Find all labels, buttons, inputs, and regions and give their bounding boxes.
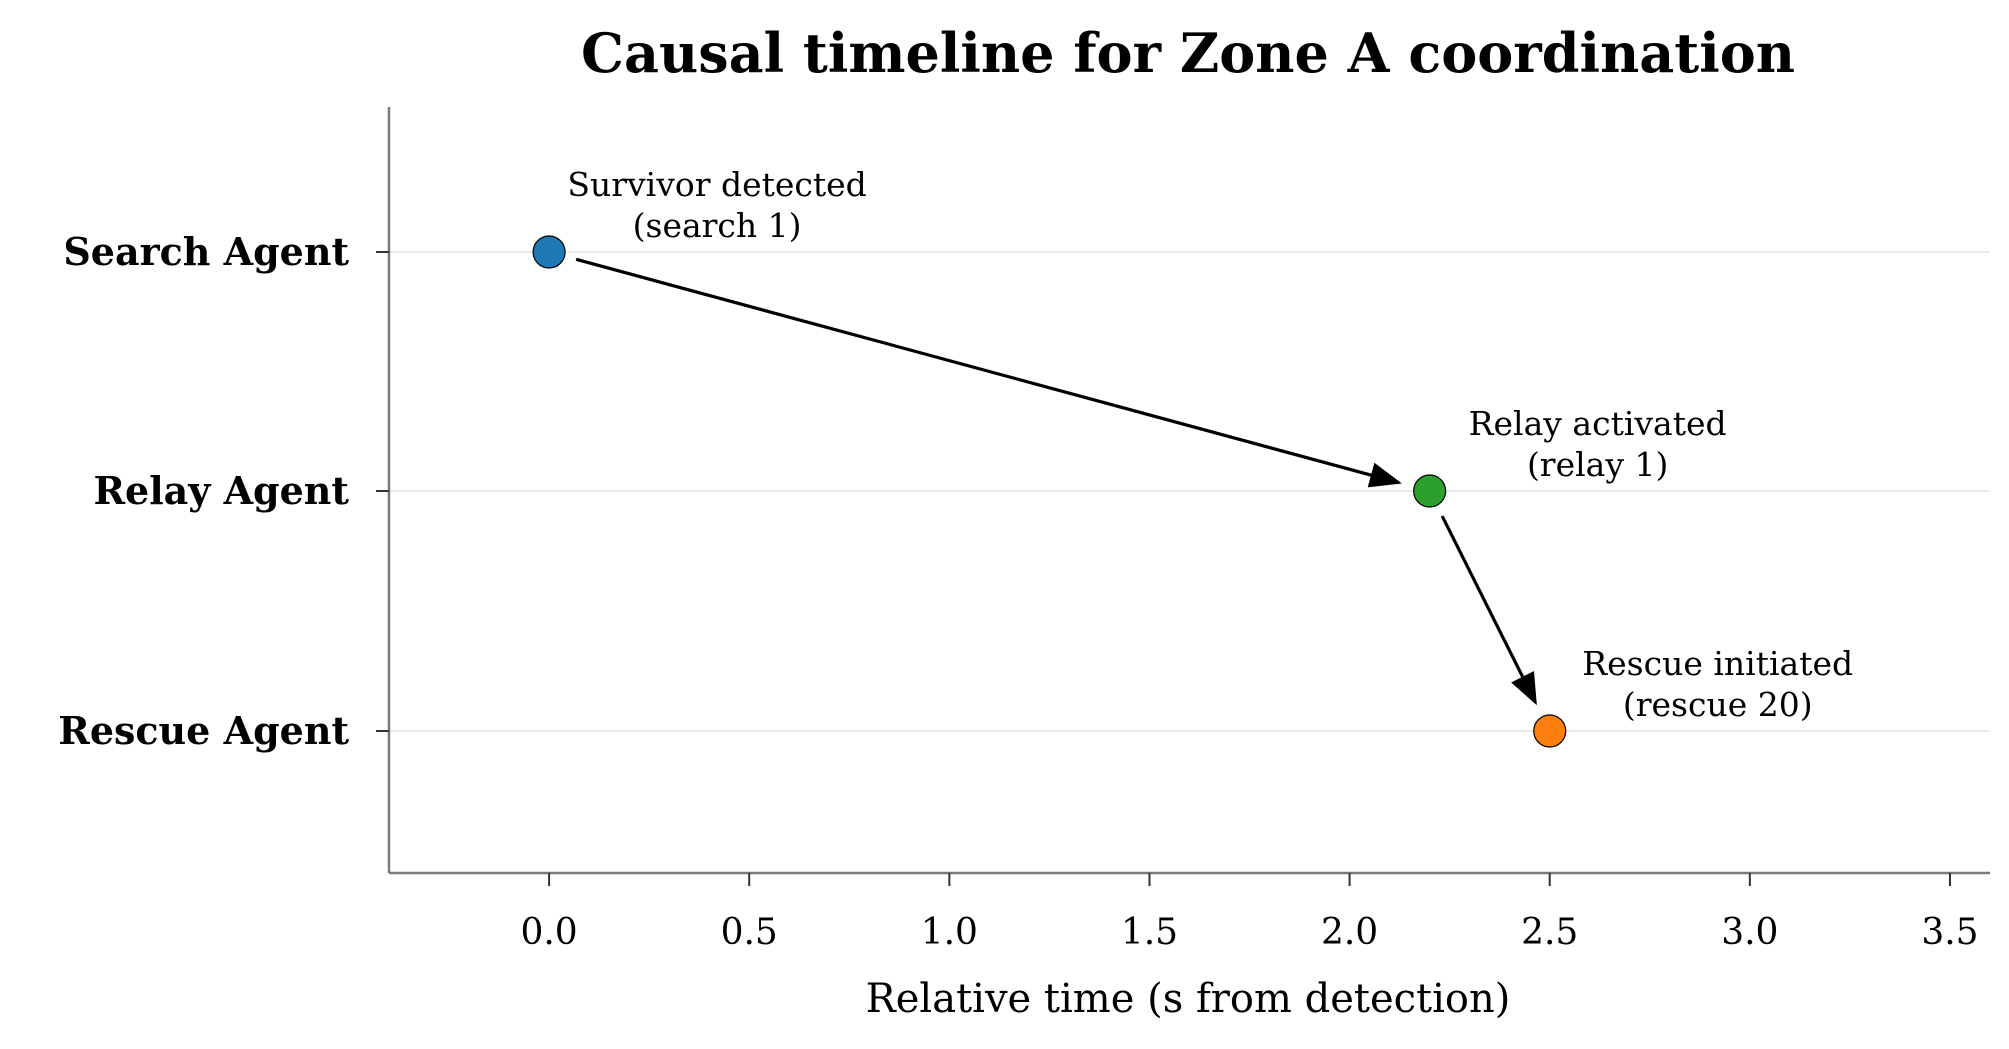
causal-arrow: [575, 257, 1402, 488]
chart-title: Causal timeline for Zone A coordination: [581, 21, 1795, 85]
event-label-name: Relay activated: [1469, 404, 1727, 443]
causal-arrow: [1440, 515, 1537, 706]
event-point: [1533, 714, 1567, 748]
x-tick-label: 1.5: [1121, 912, 1178, 953]
x-tick-label: 1.0: [921, 912, 978, 953]
event-point: [1413, 474, 1447, 508]
causal-links: [575, 257, 1537, 706]
event-label-id: (rescue 20): [1623, 685, 1813, 724]
event-label-name: Rescue initiated: [1582, 644, 1853, 683]
x-tick-label: 0.0: [520, 912, 577, 953]
event-label-name: Survivor detected: [567, 165, 866, 204]
y-tick-label: Relay Agent: [93, 468, 349, 513]
event-point: [532, 235, 566, 269]
event-label-id: (relay 1): [1527, 445, 1668, 484]
event-label-id: (search 1): [633, 206, 802, 245]
x-tick-label: 3.5: [1921, 912, 1978, 953]
x-axis-ticks: 0.0 0.5 1.0 1.5 2.0 2.5 3.0 3.5: [520, 873, 1979, 953]
x-tick-label: 2.0: [1321, 912, 1378, 953]
gridlines: [389, 251, 1990, 732]
y-tick-label: Rescue Agent: [58, 708, 349, 753]
y-tick-label: Search Agent: [63, 229, 349, 274]
event-annotations: Survivor detected(search 1) Relay activat…: [567, 165, 1853, 724]
x-axis-label: Relative time (s from detection): [866, 976, 1511, 1022]
x-tick-label: 2.5: [1521, 912, 1578, 953]
x-tick-label: 0.5: [721, 912, 778, 953]
x-tick-label: 3.0: [1721, 912, 1778, 953]
event-points: [532, 235, 1567, 748]
y-axis-ticks: Search Agent Relay Agent Rescue Agent: [58, 229, 389, 753]
